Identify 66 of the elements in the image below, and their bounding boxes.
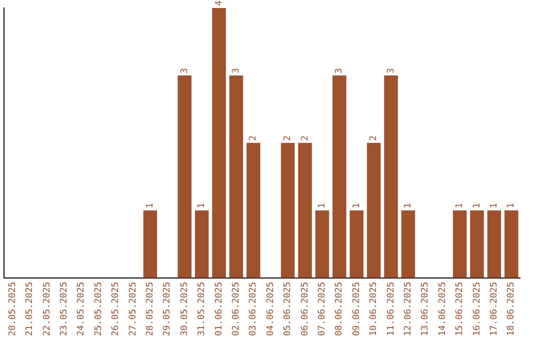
x-tick-label: 17.06.2025 [490, 282, 500, 336]
x-tick-label: 16.06.2025 [472, 282, 482, 336]
x-tick-label: 25.05.2025 [94, 282, 104, 336]
bar [332, 75, 346, 278]
data-label: 4 [214, 0, 224, 6]
data-label: 1 [455, 202, 466, 208]
bar [452, 210, 467, 278]
x-tick-label: 21.05.2025 [25, 282, 36, 336]
data-label: 1 [404, 202, 414, 208]
x-tick-label: 09.06.2025 [352, 282, 362, 336]
data-label: 2 [248, 135, 259, 141]
bar [366, 142, 381, 278]
x-tick-label: 18.06.2025 [506, 282, 517, 336]
bar [212, 8, 226, 278]
data-label: 1 [352, 202, 362, 208]
bar [229, 75, 244, 278]
data-label: 3 [334, 68, 345, 74]
x-tick-label: 15.06.2025 [455, 282, 466, 336]
bar [194, 210, 209, 278]
data-label: 3 [386, 68, 396, 74]
bar [384, 75, 398, 278]
bar [401, 210, 416, 278]
data-label: 2 [283, 135, 294, 141]
x-tick-label: 20.05.2025 [8, 282, 18, 336]
bar [315, 210, 330, 278]
x-tick-label: 24.05.2025 [76, 282, 87, 336]
x-tick-label: 23.05.2025 [60, 282, 70, 336]
bar [470, 210, 484, 278]
x-tick-label: 11.06.2025 [386, 282, 396, 336]
bar [504, 210, 518, 278]
data-label: 1 [506, 202, 517, 208]
bar [350, 210, 364, 278]
x-tick-label: 13.06.2025 [420, 282, 431, 336]
x-tick-label: 05.06.2025 [283, 282, 294, 336]
bar [280, 142, 295, 278]
data-label: 1 [472, 202, 482, 208]
x-tick-label: 30.05.2025 [180, 282, 190, 336]
x-tick-label: 01.06.2025 [214, 282, 224, 336]
x-tick-label: 02.06.2025 [232, 282, 242, 336]
data-label: 1 [490, 202, 500, 208]
data-label: 1 [318, 202, 328, 208]
x-tick-label: 14.06.2025 [438, 282, 448, 336]
x-tick-label: 04.06.2025 [266, 282, 276, 336]
bar [143, 210, 158, 278]
x-tick-label: 03.06.2025 [248, 282, 259, 336]
x-tick-label: 31.05.2025 [197, 282, 208, 336]
data-label: 1 [197, 202, 208, 208]
bar [246, 142, 260, 278]
x-tick-label: 06.06.2025 [300, 282, 310, 336]
data-label: 1 [146, 202, 156, 208]
data-label: 3 [232, 68, 242, 74]
x-tick-label: 27.05.2025 [128, 282, 138, 336]
data-label: 2 [300, 135, 310, 141]
bar [178, 75, 192, 278]
x-tick-label: 08.06.2025 [334, 282, 345, 336]
bar [298, 142, 312, 278]
x-tick-label: 29.05.2025 [162, 282, 173, 336]
x-tick-label: 22.05.2025 [42, 282, 52, 336]
data-label: 3 [180, 68, 190, 74]
x-tick-label: 28.05.2025 [146, 282, 156, 336]
x-tick-label: 26.05.2025 [111, 282, 122, 336]
x-tick-label: 10.06.2025 [369, 282, 380, 336]
x-tick-label: 07.06.2025 [318, 282, 328, 336]
x-tick-label: 12.06.2025 [404, 282, 414, 336]
data-label: 2 [369, 135, 380, 141]
bar [487, 210, 502, 278]
